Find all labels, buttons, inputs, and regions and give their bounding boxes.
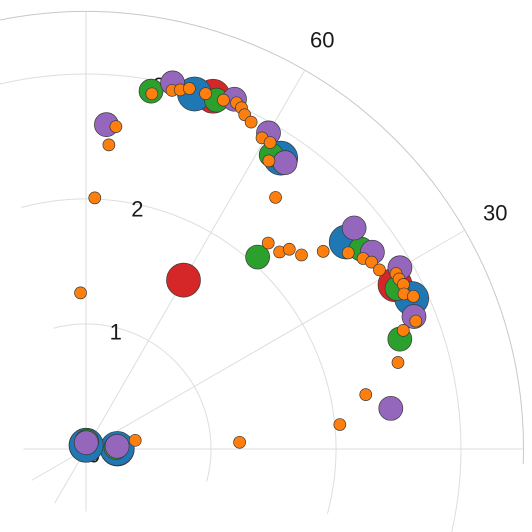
data-point <box>316 245 330 258</box>
data-point <box>378 395 404 421</box>
data-point <box>295 248 308 262</box>
data-point <box>269 191 282 204</box>
data-point <box>183 82 196 95</box>
data-point <box>365 255 378 269</box>
data-point <box>102 138 116 152</box>
angular-tick-label: 30 <box>483 200 507 225</box>
data-point <box>333 418 347 431</box>
data-point <box>128 433 142 447</box>
series-4 <box>74 82 423 449</box>
data-point <box>166 262 201 298</box>
data-point <box>262 154 276 168</box>
data-point <box>391 356 405 369</box>
data-point <box>145 87 159 101</box>
data-point <box>341 215 367 241</box>
data-point <box>244 115 258 129</box>
data-point <box>74 286 87 300</box>
data-point <box>233 435 246 449</box>
radial-gridline <box>53 323 212 482</box>
angular-tick-label: 60 <box>310 27 334 52</box>
data-point <box>263 136 277 149</box>
data-point <box>396 324 410 337</box>
data-point <box>282 242 296 256</box>
data-point <box>88 191 102 205</box>
data-point <box>272 150 298 175</box>
data-points <box>68 70 430 467</box>
data-point <box>199 87 212 100</box>
data-point <box>217 93 230 107</box>
data-point <box>407 289 420 303</box>
data-point <box>341 246 355 260</box>
data-point <box>73 430 99 456</box>
tick-labels: 03060900123 <box>88 27 508 467</box>
series-0 <box>68 78 413 467</box>
data-point <box>245 244 270 270</box>
outer-boundary <box>0 11 524 465</box>
radial-tick-label: 2 <box>131 196 143 221</box>
data-point <box>109 120 123 133</box>
data-point <box>104 433 130 459</box>
data-point <box>373 263 386 277</box>
series-2 <box>74 78 413 460</box>
radial-gridline <box>0 73 462 532</box>
data-point <box>261 236 275 250</box>
data-point <box>359 388 373 401</box>
data-point <box>409 314 423 328</box>
radial-tick-label: 1 <box>110 319 122 344</box>
